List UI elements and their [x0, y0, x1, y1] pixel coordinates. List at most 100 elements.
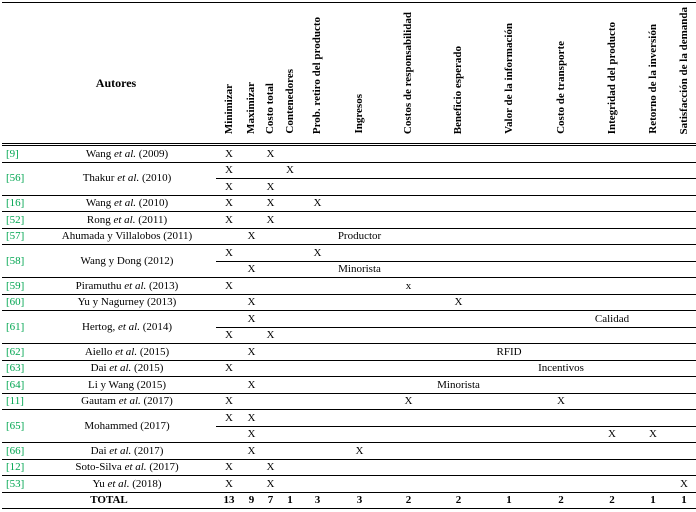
citation-link[interactable]: [52]: [2, 211, 38, 228]
empty-cell: [636, 458, 671, 476]
empty-cell: [484, 227, 535, 245]
empty-cell: [300, 310, 336, 327]
empty-cell: [335, 458, 385, 476]
mark-cell: X: [216, 144, 243, 162]
author-name-part: (2009): [136, 147, 169, 160]
empty-cell: [261, 376, 281, 393]
author-name: Ahumada y Villalobos (2011): [38, 227, 217, 245]
empty-cell: [484, 359, 535, 377]
empty-cell: [384, 343, 434, 360]
citation-link[interactable]: [66]: [2, 442, 38, 459]
column-header-9: Valor de la información: [484, 2, 535, 146]
citation-link[interactable]: [11]: [2, 392, 38, 410]
citation-link[interactable]: [56]: [2, 161, 38, 195]
author-name-part: Yu: [92, 477, 108, 490]
citation-link[interactable]: [61]: [2, 310, 38, 344]
author-row: [60] Yu y Nagurney (2013) X X: [2, 293, 696, 311]
empty-cell: [670, 425, 696, 443]
empty-cell: [261, 227, 281, 245]
empty-cell: [636, 194, 671, 212]
empty-cell: [216, 293, 243, 311]
citation-link[interactable]: [12]: [2, 458, 38, 476]
total-value: 3: [335, 491, 385, 509]
citation-link[interactable]: [9]: [2, 144, 38, 162]
mark-cell: X: [216, 475, 243, 492]
empty-cell: [433, 227, 485, 245]
mark-cell: X: [216, 161, 243, 179]
citation-link[interactable]: [16]: [2, 194, 38, 212]
empty-cell: [588, 326, 637, 344]
empty-cell: [280, 376, 301, 393]
column-header-label: Ingresos: [353, 94, 366, 134]
empty-cell: [636, 392, 671, 410]
mark-cell: X: [242, 260, 262, 278]
empty-cell: [335, 194, 385, 212]
empty-cell: [216, 376, 243, 393]
empty-cell: [384, 211, 434, 228]
empty-cell: [242, 194, 262, 212]
author-row: [63] Dai et al. (2015) X Incentivos: [2, 359, 696, 377]
citation-link[interactable]: [60]: [2, 293, 38, 311]
empty-cell: [484, 244, 535, 261]
mark-cell: X: [242, 409, 262, 426]
author-name: Gautam et al. (2017): [38, 392, 217, 410]
empty-cell: [670, 227, 696, 245]
mark-cell: X: [216, 194, 243, 212]
author-name: Rong et al. (2011): [38, 211, 217, 228]
mark-cell: X: [261, 144, 281, 162]
empty-cell: [335, 310, 385, 327]
citation-link[interactable]: [59]: [2, 277, 38, 294]
empty-cell: [433, 194, 485, 212]
total-label: TOTAL: [2, 491, 217, 509]
empty-cell: [670, 442, 696, 459]
column-header-label: Costo de transporte: [554, 41, 567, 134]
empty-cell: [433, 425, 485, 443]
mark-cell: X: [300, 194, 336, 212]
empty-cell: [335, 277, 385, 294]
empty-cell: [588, 211, 637, 228]
citation-link[interactable]: [65]: [2, 409, 38, 443]
empty-cell: [300, 392, 336, 410]
empty-cell: [261, 359, 281, 377]
empty-cell: [588, 293, 637, 311]
author-name-etal: et al.: [124, 461, 147, 473]
empty-cell: [588, 475, 637, 492]
empty-cell: [636, 359, 671, 377]
citation-link[interactable]: [53]: [2, 475, 38, 492]
mark-cell: X: [216, 392, 243, 410]
empty-cell: [484, 178, 535, 195]
mark-cell: X: [261, 194, 281, 212]
empty-cell: [636, 277, 671, 294]
author-name: Thakur et al. (2010): [38, 161, 217, 195]
citation-link[interactable]: [63]: [2, 359, 38, 377]
empty-cell: [335, 178, 385, 195]
author-name-etal: et al.: [109, 444, 132, 457]
mark-cell: X: [242, 310, 262, 327]
empty-cell: [534, 144, 589, 162]
column-header-label: Retorno de la inversión: [646, 24, 659, 134]
citation-link[interactable]: [64]: [2, 376, 38, 393]
column-header-7: Costos de responsabilidad: [384, 2, 434, 146]
empty-cell: [588, 409, 637, 426]
empty-cell: [484, 409, 535, 426]
empty-cell: [670, 293, 696, 311]
empty-cell: [300, 178, 336, 195]
empty-cell: [484, 425, 535, 443]
author-name-part: (2010): [139, 172, 172, 185]
empty-cell: [335, 343, 385, 360]
empty-cell: [335, 409, 385, 426]
total-value: 1: [280, 491, 301, 509]
empty-cell: [433, 326, 485, 344]
author-name: Yu et al. (2018): [38, 475, 217, 492]
empty-cell: [261, 425, 281, 443]
author-row: [58] Wang y Dong (2012) X X: [2, 244, 696, 278]
empty-cell: [670, 161, 696, 179]
column-header-10: Costo de transporte: [534, 2, 589, 146]
total-value: 13: [216, 491, 243, 509]
citation-link[interactable]: [62]: [2, 343, 38, 360]
empty-cell: [484, 293, 535, 311]
empty-cell: [433, 144, 485, 162]
citation-link[interactable]: [58]: [2, 244, 38, 278]
author-row: [64] Li y Wang (2015) X Minorista: [2, 376, 696, 393]
citation-link[interactable]: [57]: [2, 227, 38, 245]
